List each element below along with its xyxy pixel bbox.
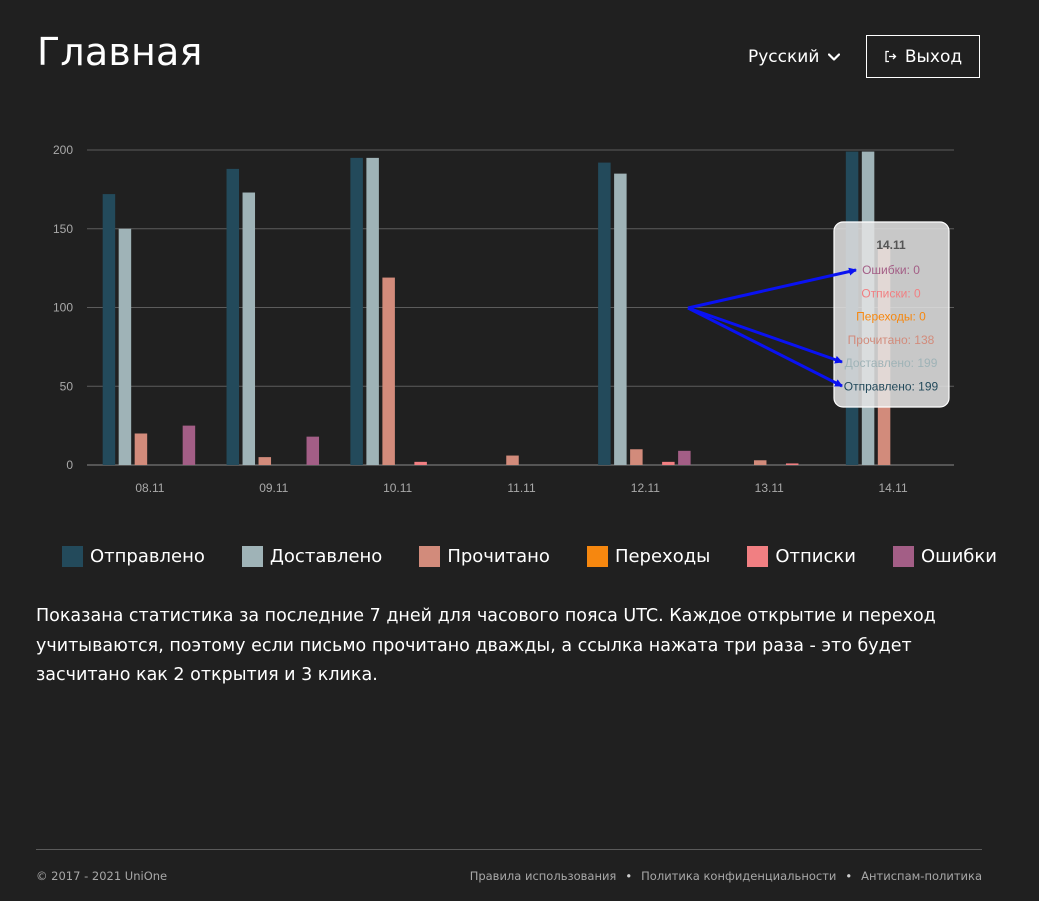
footer-link[interactable]: Антиспам-политика [861,869,982,883]
legend-swatch [747,546,769,567]
logout-label: Выход [904,46,963,67]
legend-item[interactable]: Отправлено [62,546,205,567]
y-tick-label: 50 [60,379,74,393]
legend-label: Отписки [775,546,856,567]
tooltip-row: Ошибки: 0 [862,263,920,277]
legend-swatch [586,546,608,567]
bar[interactable] [598,162,611,465]
bar[interactable] [630,449,643,465]
bar[interactable] [678,450,691,465]
legend-label: Ошибки [920,546,997,567]
bar[interactable] [753,460,767,465]
legend-label: Переходы [614,546,711,567]
bar[interactable] [118,228,132,465]
legend-label: Доставлено [269,546,383,567]
legend-swatch [241,546,263,567]
bar[interactable] [258,457,272,465]
footer-link[interactable]: Правила использования [469,869,617,883]
bar[interactable] [785,463,799,465]
footer-link[interactable]: Политика конфиденциальности [641,869,837,883]
stats-chart: 0 50 100 150 200 08.11 09.11 10.11 11.11 12.11 13… [53,143,954,495]
x-tick-label: 13.11 [755,481,784,495]
bar[interactable] [506,455,519,465]
footer-separator: • [845,869,853,883]
bar[interactable] [134,433,148,466]
chevron-down-icon [828,53,841,61]
x-tick-label: 10.11 [383,481,412,495]
annotation-arrow [687,267,857,310]
copyright: © 2017 - 2021 UniOne [36,869,168,883]
bar[interactable] [182,425,196,465]
legend-item[interactable]: Ошибки [892,546,997,567]
legend-swatch [62,546,83,567]
stats-description: Показана статистика за последние 7 дней … [36,606,936,685]
tooltip-row: Прочитано: 138 [848,333,935,347]
x-tick-label: 08.11 [135,481,164,495]
bar[interactable] [226,168,240,465]
chart-legend: Отправлено Доставлено Прочитано Переходы Отп… [62,546,997,567]
footer-links: Правила использования • Политика конфиденц… [470,869,982,883]
footer-separator: • [625,869,633,883]
y-tick-label: 200 [53,143,73,157]
tooltip-row: Отписки: 0 [861,286,921,300]
tooltip-title: 14.11 [876,238,906,252]
x-tick-label: 09.11 [259,481,288,495]
x-tick-label: 14.11 [879,481,908,495]
x-tick-label: 11.11 [507,481,536,495]
bar[interactable] [382,277,395,465]
tooltip-row: Отправлено: 199 [844,380,939,394]
legend-label: Прочитано [447,546,550,567]
page-title: Главная [37,30,203,74]
annotation-arrow [687,306,843,364]
bar[interactable] [242,192,256,465]
bar[interactable] [350,157,363,465]
y-tick-label: 150 [53,222,73,236]
footer-divider [36,849,982,850]
logout-button[interactable]: Выход [866,35,980,78]
chart-tooltip: 14.11 Ошибки: 0 Отписки: 0 Переходы: 0 Прочи… [833,221,950,408]
bar[interactable] [102,194,116,465]
bar[interactable] [662,461,675,465]
bar[interactable] [414,461,427,465]
y-tick-label: 100 [53,301,73,315]
legend-item[interactable]: Отписки [747,546,856,567]
language-selector[interactable]: Русский [748,47,841,67]
legend-swatch [419,546,441,567]
annotation-arrow [687,306,843,388]
language-label: Русский [748,47,820,67]
y-tick-label: 0 [66,458,73,472]
logout-icon [884,50,897,63]
tooltip-row: Переходы: 0 [856,310,926,324]
x-tick-label: 12.11 [631,481,660,495]
legend-item[interactable]: Доставлено [241,546,383,567]
tooltip-row: Доставлено: 199 [845,356,938,370]
bar[interactable] [614,173,627,465]
legend-label: Отправлено [90,546,205,567]
bar[interactable] [306,436,320,465]
legend-item[interactable]: Прочитано [419,546,550,567]
bar[interactable] [366,157,379,465]
legend-item[interactable]: Переходы [586,546,711,567]
legend-swatch [892,546,914,567]
